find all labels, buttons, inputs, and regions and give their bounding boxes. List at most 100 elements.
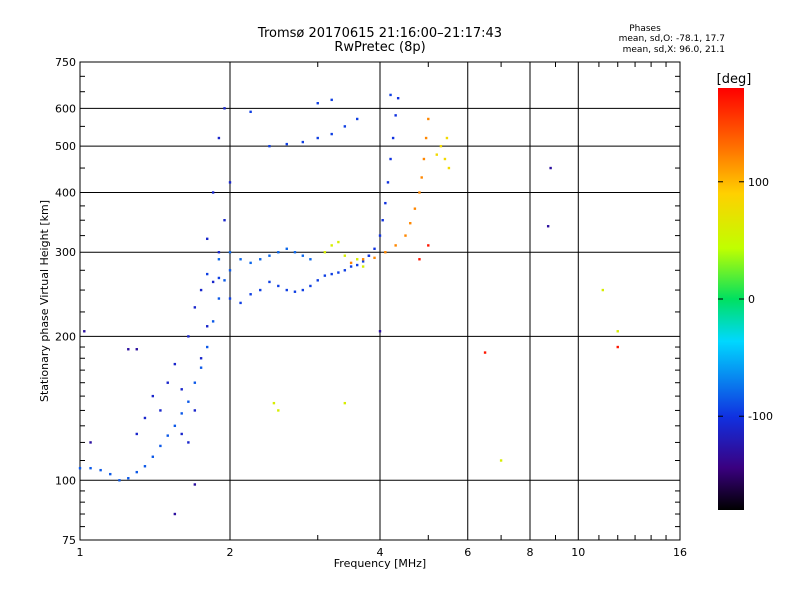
data-point (285, 142, 288, 146)
data-point (355, 258, 359, 261)
data-point (443, 157, 447, 161)
data-point (337, 240, 340, 244)
data-point (349, 261, 353, 265)
data-point (361, 260, 365, 263)
data-point (424, 136, 428, 140)
data-point (389, 93, 392, 97)
data-point (316, 136, 319, 140)
data-point (355, 117, 359, 121)
data-point (323, 251, 327, 254)
data-point (127, 348, 130, 351)
data-point (180, 432, 183, 436)
data-point (193, 381, 197, 384)
data-point (378, 330, 382, 333)
data-point (89, 441, 92, 444)
data-point (418, 258, 421, 261)
data-point (249, 110, 252, 114)
colorbar-label: [deg] (717, 72, 752, 87)
data-point (239, 258, 242, 261)
colorbar-tick-label: 0 (748, 293, 755, 306)
data-point (228, 269, 232, 272)
data-point (217, 276, 221, 280)
data-point (135, 348, 138, 351)
data-point (309, 284, 312, 288)
data-point (361, 265, 365, 268)
data-point (228, 297, 232, 300)
data-point (205, 325, 209, 328)
data-point (205, 237, 209, 241)
data-point (422, 157, 426, 161)
data-point (180, 388, 183, 391)
data-point (301, 140, 305, 144)
y-tick-label: 500 (55, 140, 76, 153)
y-tick-label: 750 (55, 56, 76, 69)
data-point (418, 191, 421, 194)
data-point (228, 251, 232, 254)
data-point (330, 244, 333, 247)
data-point (413, 207, 417, 210)
x-tick-label: 1 (77, 546, 84, 559)
data-point (143, 465, 147, 468)
x-tick-label: 6 (464, 546, 471, 559)
data-point (445, 136, 449, 140)
data-point (373, 256, 376, 260)
data-point (427, 244, 430, 247)
data-point (373, 247, 376, 250)
data-point (343, 401, 347, 405)
data-point (361, 258, 365, 261)
data-point (217, 136, 221, 140)
data-point (285, 247, 288, 250)
data-point (187, 441, 190, 444)
data-point (409, 222, 412, 225)
data-point (435, 153, 438, 156)
data-point (309, 258, 312, 261)
data-point (367, 254, 371, 257)
data-point (159, 409, 162, 412)
data-point (293, 290, 297, 293)
data-point (391, 136, 395, 140)
data-point (193, 306, 197, 309)
data-point (151, 394, 155, 398)
data-point (249, 293, 252, 296)
data-point (343, 269, 347, 272)
data-point (78, 466, 82, 470)
data-point (483, 351, 487, 354)
data-point (293, 251, 297, 254)
data-point (404, 234, 407, 237)
data-point (166, 434, 169, 437)
y-tick-label: 400 (55, 186, 76, 199)
data-point (228, 181, 232, 184)
data-point (135, 432, 138, 436)
chart-title: Tromsø 20170615 21:16:00–21:17:43 (257, 26, 503, 41)
y-axis-label: Stationary phase Virtual Height [km] (38, 200, 51, 402)
data-point (285, 288, 288, 292)
data-point (187, 400, 190, 403)
stats-o: mean, sd,O: -78.1, 17.7 (618, 34, 725, 44)
y-tick-label: 100 (55, 474, 76, 487)
data-point (211, 191, 215, 194)
data-point (187, 335, 190, 338)
data-point (193, 409, 197, 412)
data-point (316, 279, 319, 282)
data-point (217, 258, 221, 261)
data-point (83, 330, 86, 333)
data-point (337, 271, 340, 274)
data-point (223, 219, 226, 222)
data-point (151, 455, 155, 458)
colorbar-tick-label: -100 (748, 410, 773, 423)
x-axis-label: Frequency [MHz] (334, 557, 426, 570)
data-point (135, 470, 138, 474)
y-tick-label: 300 (55, 246, 76, 259)
data-point (277, 251, 280, 254)
data-points (78, 93, 619, 516)
data-point (193, 483, 197, 486)
data-point (316, 101, 319, 105)
data-point (211, 320, 215, 323)
data-point (343, 125, 347, 128)
data-point (199, 357, 203, 360)
stats-x: mean, sd,X: 96.0, 21.1 (622, 45, 725, 55)
data-point (259, 288, 262, 292)
data-point (301, 288, 305, 292)
